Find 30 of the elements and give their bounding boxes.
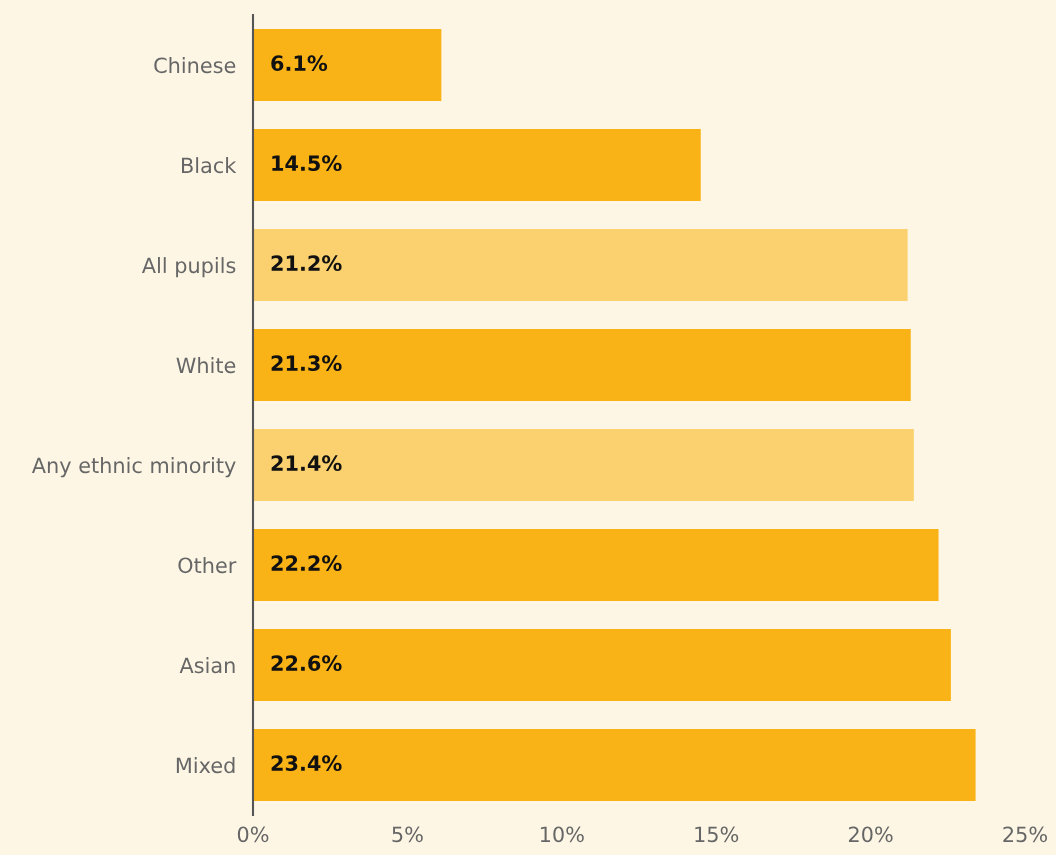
data-label: 22.2% — [271, 555, 342, 572]
bar — [253, 329, 911, 401]
x-tick-label: 20% — [848, 826, 893, 843]
data-label: 21.3% — [271, 355, 342, 372]
y-tick-label: All pupils — [141, 257, 236, 278]
x-tick-label: 15% — [695, 826, 739, 843]
x-tick-label: 25% — [1003, 826, 1047, 843]
y-tick-label: Chinese — [154, 57, 236, 74]
y-tick-label: Other — [178, 557, 237, 574]
y-tick-label: Asian — [179, 657, 235, 674]
bar — [253, 29, 442, 101]
data-label: 21.4% — [271, 455, 342, 472]
bar — [253, 729, 976, 801]
bar — [253, 129, 701, 201]
x-tick-label: 10% — [540, 826, 584, 843]
y-tick-label: Black — [182, 157, 237, 174]
data-label: 23.4% — [271, 755, 342, 772]
x-tick-label: 5% — [392, 826, 423, 843]
y-tick-label: Mixed — [176, 757, 235, 774]
bar — [253, 429, 914, 501]
data-label: 14.5% — [272, 155, 342, 172]
data-label: 6.1% — [271, 55, 328, 72]
y-tick-label: Any ethnic minority — [31, 457, 236, 478]
bar — [253, 629, 951, 701]
data-label: 21.2% — [271, 255, 342, 272]
bar — [253, 229, 908, 301]
x-tick-label: 0% — [237, 826, 269, 843]
data-label: 22.6% — [271, 655, 342, 672]
y-tick-label: White — [176, 357, 236, 374]
bar — [253, 529, 939, 601]
